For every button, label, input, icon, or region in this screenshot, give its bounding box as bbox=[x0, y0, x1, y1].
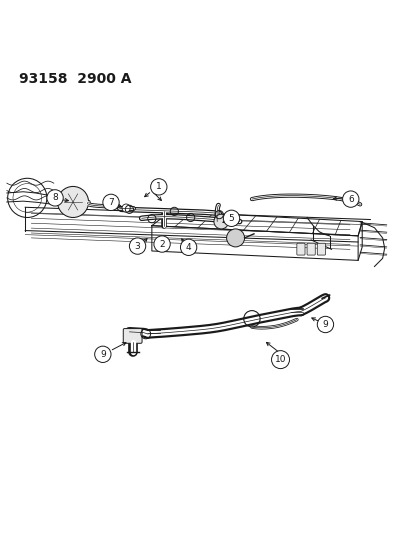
Circle shape bbox=[316, 316, 333, 333]
Circle shape bbox=[223, 210, 239, 227]
Circle shape bbox=[226, 229, 244, 247]
FancyBboxPatch shape bbox=[306, 243, 314, 255]
Circle shape bbox=[57, 187, 88, 217]
Circle shape bbox=[122, 204, 130, 212]
Text: 2: 2 bbox=[159, 239, 164, 248]
Circle shape bbox=[214, 214, 228, 229]
Text: 8: 8 bbox=[52, 193, 58, 203]
Text: 9: 9 bbox=[322, 320, 328, 329]
Circle shape bbox=[271, 351, 289, 369]
Circle shape bbox=[154, 236, 170, 252]
Circle shape bbox=[129, 238, 145, 254]
Circle shape bbox=[150, 179, 166, 195]
Text: 7: 7 bbox=[108, 198, 114, 207]
Text: 4: 4 bbox=[185, 243, 191, 252]
FancyBboxPatch shape bbox=[316, 243, 325, 255]
Circle shape bbox=[102, 194, 119, 211]
Circle shape bbox=[95, 346, 111, 362]
Text: 3: 3 bbox=[134, 241, 140, 251]
Circle shape bbox=[342, 191, 358, 207]
Text: 5: 5 bbox=[228, 214, 234, 223]
Text: 93158  2900 A: 93158 2900 A bbox=[19, 72, 131, 86]
Text: 9: 9 bbox=[100, 350, 105, 359]
FancyBboxPatch shape bbox=[296, 243, 304, 255]
Text: 1: 1 bbox=[156, 182, 161, 191]
Text: 6: 6 bbox=[347, 195, 353, 204]
FancyBboxPatch shape bbox=[123, 328, 142, 343]
Circle shape bbox=[47, 190, 63, 206]
Text: 10: 10 bbox=[274, 355, 285, 364]
Circle shape bbox=[180, 239, 196, 255]
